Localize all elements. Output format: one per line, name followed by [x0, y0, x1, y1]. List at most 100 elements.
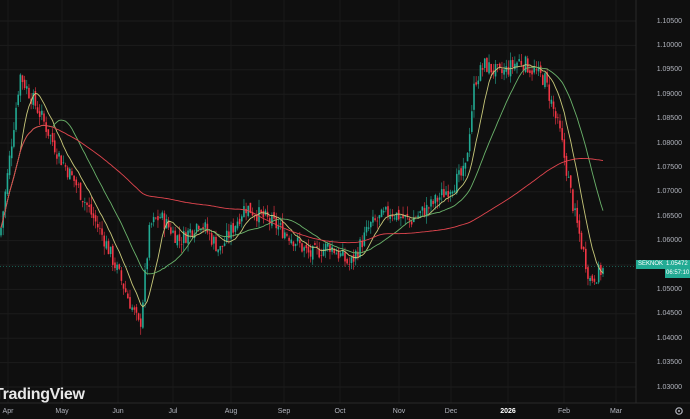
x-tick-label: 2026: [500, 408, 516, 415]
candle-body: [157, 215, 159, 221]
candle-body: [542, 75, 544, 85]
settings-gear-icon[interactable]: [674, 406, 684, 416]
candle-body: [0, 227, 2, 236]
candle-body: [112, 245, 114, 265]
candle-body: [475, 82, 477, 85]
candle-body: [572, 189, 574, 211]
candle-body: [339, 253, 342, 257]
candle-body: [206, 223, 209, 233]
candle-body: [144, 269, 146, 302]
y-tick-label: 1.07000: [656, 188, 682, 196]
candle-body: [370, 221, 372, 228]
candle-body: [432, 200, 434, 205]
candle-body: [357, 251, 359, 258]
candle-body: [277, 226, 280, 230]
x-tick-label: Sep: [277, 408, 291, 415]
candle-body: [451, 191, 454, 194]
candle-body: [284, 232, 286, 239]
candle-body: [449, 191, 452, 195]
candle-body: [148, 224, 151, 258]
candle-body: [365, 226, 368, 233]
candle-body: [382, 211, 385, 213]
candle-body: [73, 175, 75, 181]
candle-body: [516, 62, 518, 67]
candle-body: [234, 225, 237, 232]
candle-body: [43, 113, 45, 122]
candle-body: [258, 207, 260, 223]
candle-body: [402, 214, 404, 219]
candle-body: [511, 59, 514, 67]
candle-body: [344, 252, 346, 262]
candle-body: [380, 209, 383, 218]
candle-body: [10, 146, 13, 159]
candle-body: [21, 75, 24, 83]
candle-body: [413, 218, 415, 223]
candle-body: [79, 182, 82, 200]
candle-body: [178, 234, 181, 242]
candle-body: [425, 204, 428, 217]
candle-body: [86, 202, 88, 205]
candle-body: [301, 243, 303, 252]
candle-body: [322, 249, 325, 256]
candle-body: [374, 218, 376, 221]
candle-body: [118, 264, 121, 269]
candle-body: [109, 246, 112, 255]
candle-body: [520, 60, 523, 65]
candle-body: [350, 257, 353, 264]
candle-body: [92, 213, 95, 219]
candle-body: [198, 225, 200, 230]
candle-body: [228, 231, 230, 239]
candle-body: [174, 230, 176, 243]
candle-body: [185, 232, 187, 243]
candle-body: [47, 129, 50, 136]
candle-body: [99, 228, 101, 229]
candle-body: [574, 208, 576, 211]
candle-body: [503, 69, 505, 75]
candle-body: [445, 191, 447, 195]
candle-body: [417, 215, 419, 218]
candle-body: [303, 247, 305, 251]
candle-body: [236, 221, 239, 229]
candle-body: [563, 139, 566, 158]
candle-body: [490, 63, 492, 73]
candle-body: [163, 213, 166, 230]
candle-body: [103, 235, 105, 247]
candle-body: [529, 70, 531, 73]
candle-body: [290, 239, 293, 244]
candle-body: [202, 227, 204, 229]
candle-body: [120, 270, 123, 281]
candle-body: [299, 239, 301, 244]
candle-body: [546, 72, 548, 83]
candle-body: [286, 233, 288, 236]
candle-body: [468, 134, 471, 152]
candle-body: [101, 228, 103, 235]
candle-body: [499, 63, 501, 68]
candle-body: [187, 230, 189, 244]
x-tick-label: Aug: [224, 408, 238, 415]
y-tick-label: 1.10500: [656, 17, 682, 25]
candle-body: [15, 107, 17, 130]
candle-body: [331, 246, 333, 252]
candle-body: [602, 268, 604, 275]
candle-body: [213, 236, 215, 244]
candle-body: [518, 59, 520, 62]
candle-body: [137, 313, 140, 320]
candle-body: [550, 99, 553, 104]
candle-body: [6, 173, 9, 195]
candle-body: [593, 278, 596, 282]
x-tick-label: Mar: [609, 408, 623, 415]
candle-body: [400, 217, 402, 219]
candle-body: [544, 73, 546, 88]
y-tick-label: 1.08000: [656, 139, 682, 147]
candle-body: [307, 246, 310, 253]
x-tick-label: Jun: [112, 408, 124, 415]
candle-body: [421, 206, 424, 211]
candle-body: [488, 62, 490, 74]
candle-body: [281, 221, 284, 238]
candle-body: [309, 250, 312, 257]
candle-body: [318, 248, 320, 258]
x-tick-label: Oct: [334, 408, 346, 415]
candle-body: [496, 64, 499, 66]
candle-body: [135, 307, 138, 313]
